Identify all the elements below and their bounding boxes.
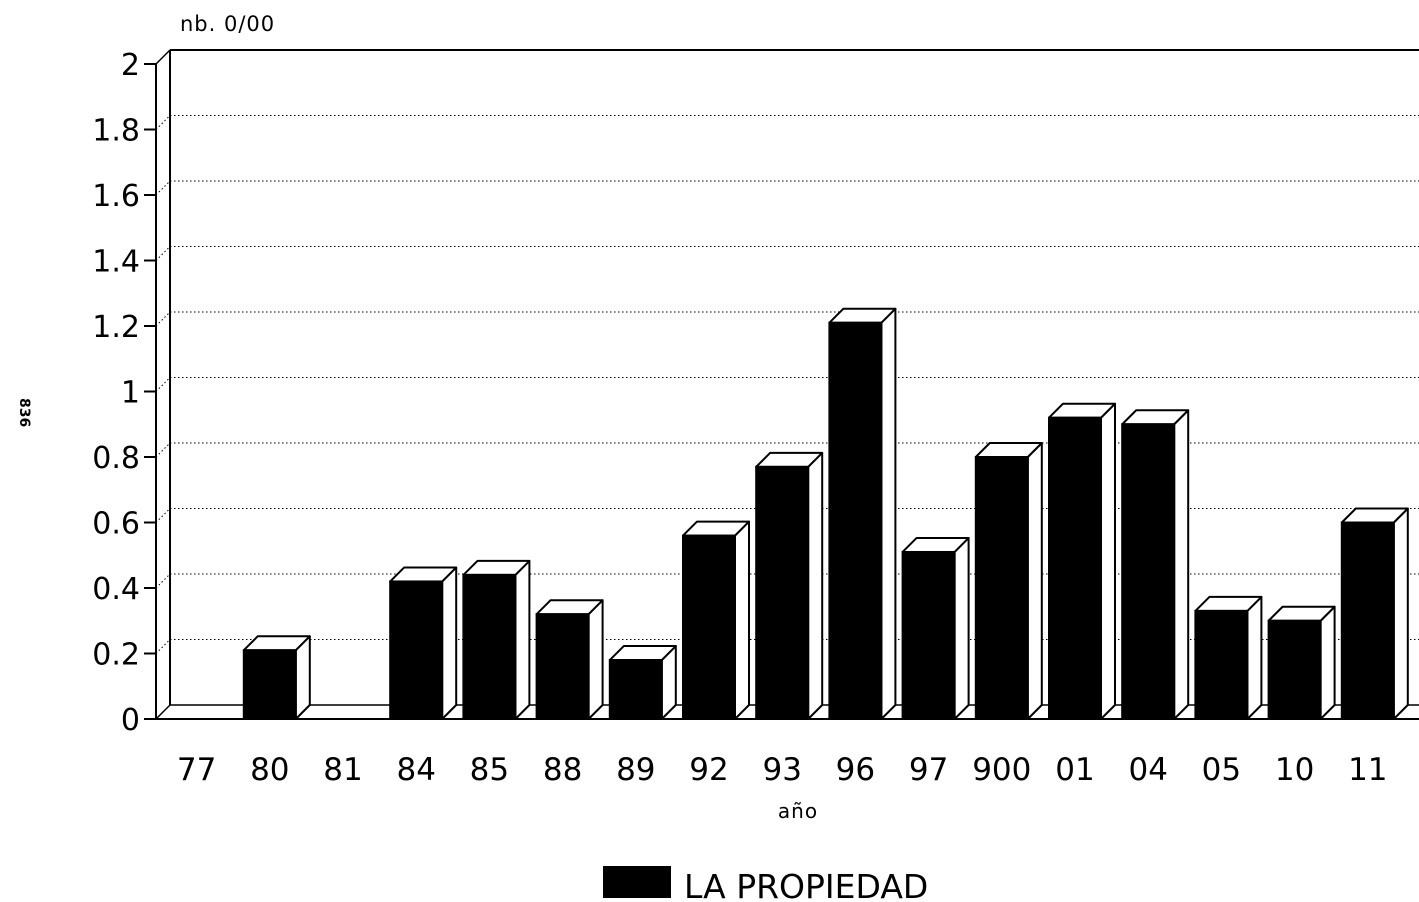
bar: [828, 307, 897, 720]
y-tick-label: 0.2: [92, 638, 140, 673]
bar-front: [535, 613, 590, 721]
y-tick-label: 1.2: [92, 310, 140, 345]
bar-front: [462, 573, 517, 721]
bar-side: [441, 566, 458, 720]
page-number: 836: [16, 398, 32, 428]
y-tick-label: 0.6: [92, 507, 140, 542]
bar-front: [608, 659, 663, 720]
bar: [1194, 595, 1263, 720]
bar-side: [807, 451, 824, 720]
bar-side: [587, 599, 604, 720]
x-tick-label: 900: [972, 752, 1031, 788]
bar-side: [1100, 402, 1116, 720]
bar-front: [828, 321, 883, 720]
y-tick-label: 1.8: [92, 114, 140, 149]
gridline-side: [155, 508, 171, 523]
bar: [901, 536, 970, 720]
y-tick-label: 0: [121, 703, 140, 738]
gridline-side: [155, 442, 171, 458]
x-tick-label: 96: [836, 752, 875, 788]
bar-front: [1048, 416, 1102, 720]
bar-side: [1026, 442, 1043, 720]
gridline-side: [155, 115, 171, 130]
bar-front: [242, 649, 297, 720]
x-tick-label: 01: [1055, 752, 1094, 788]
bar: [755, 451, 824, 721]
y-tick-label: 0.8: [92, 441, 140, 476]
bar-side: [1246, 595, 1263, 720]
x-tick-label: 81: [323, 752, 362, 788]
gridline-side: [155, 573, 171, 589]
bar: [682, 520, 750, 720]
y-tick-label: 1.6: [92, 179, 140, 214]
bar-front: [901, 550, 956, 720]
y-tick-label: 0.4: [92, 572, 140, 607]
bar: [974, 442, 1043, 720]
bar: [1340, 507, 1409, 720]
x-tick-label: 88: [543, 752, 582, 788]
y-tick-label: 2: [121, 48, 140, 83]
bar-side: [1392, 507, 1409, 720]
gridline-side: [155, 246, 171, 261]
gridline-side: [155, 377, 171, 392]
bar: [1048, 402, 1116, 720]
x-tick-label: 93: [762, 752, 801, 788]
bar-side: [514, 559, 531, 720]
bar: [462, 559, 531, 721]
bar-side: [880, 307, 897, 720]
x-tick-label: 84: [396, 752, 435, 788]
bar-side: [953, 536, 970, 720]
y-tick-label: 1: [121, 376, 140, 411]
x-tick-label: 77: [177, 752, 216, 788]
bar-side: [1173, 409, 1190, 720]
y-axis-label: nb. 0/00: [180, 12, 275, 36]
floor-left-edge: [155, 704, 171, 720]
bar: [608, 645, 677, 720]
bar-front: [755, 465, 810, 721]
side-wall-top-edge: [155, 49, 171, 65]
gridline-side: [155, 639, 171, 654]
y-tick-label: 1.4: [92, 245, 140, 280]
x-tick-label: 92: [689, 752, 728, 788]
bar: [242, 635, 311, 720]
gridline-side: [155, 180, 171, 196]
bar-side: [1319, 605, 1336, 720]
bar-front: [389, 580, 444, 721]
bar-front: [974, 456, 1029, 720]
x-tick-label: 04: [1128, 752, 1167, 788]
x-axis-label: año: [778, 799, 818, 823]
bar-front: [1194, 609, 1249, 720]
legend-swatch: [603, 866, 671, 898]
x-tick-label: 89: [616, 752, 655, 788]
x-tick-label: 10: [1275, 752, 1314, 788]
bar-front: [1121, 423, 1176, 720]
x-tick-label: 80: [250, 752, 289, 788]
gridline-side: [155, 311, 171, 327]
bar: [389, 566, 458, 721]
bar: [1121, 409, 1190, 720]
bar-front: [1267, 619, 1322, 720]
x-tick-label: 05: [1202, 752, 1241, 788]
bar-front: [682, 534, 736, 720]
bar: [1267, 605, 1336, 720]
x-tick-label: 85: [470, 752, 509, 788]
bar-front: [1340, 521, 1395, 720]
bar-side: [734, 520, 750, 720]
bar: [535, 599, 604, 721]
legend-label: LA PROPIEDAD: [684, 867, 928, 902]
x-tick-label: 97: [909, 752, 948, 788]
x-tick-label: 11: [1348, 752, 1387, 788]
